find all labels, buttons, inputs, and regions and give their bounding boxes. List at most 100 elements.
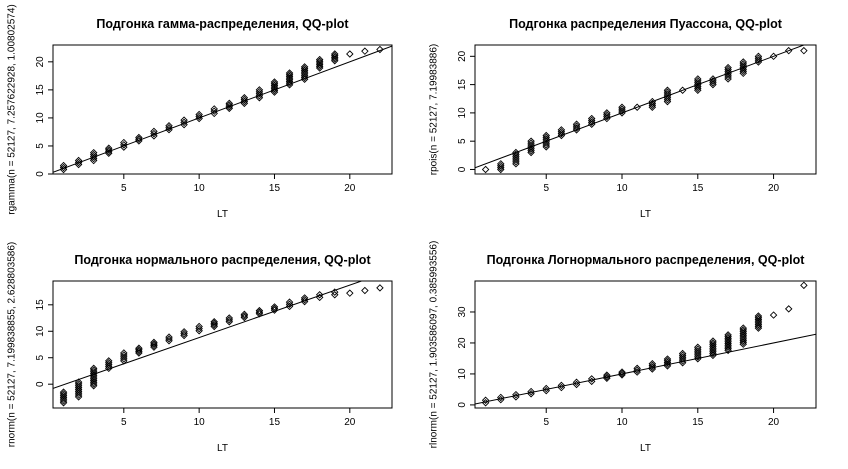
data-point: [74, 156, 83, 165]
x-tick-label: 5: [543, 417, 549, 428]
data-point: [59, 161, 68, 170]
data-point: [648, 97, 657, 106]
data-point: [587, 114, 596, 123]
data-point: [120, 138, 128, 147]
data-point: [557, 126, 566, 134]
y-axis-label: rgamma(n = 52127, 7.257622928, 1.0080257…: [7, 4, 18, 214]
y-tick-label: 0: [457, 166, 468, 172]
chart-title: Подгонка Логнормального распределения, Q…: [487, 253, 806, 267]
data-point: [300, 294, 309, 302]
data-point: [315, 55, 324, 64]
data-point: [497, 160, 505, 168]
data-point: [135, 344, 143, 352]
data-point: [633, 103, 641, 111]
x-tick-label: 10: [616, 183, 628, 194]
data-point: [255, 86, 264, 94]
y-tick-label: 0: [35, 381, 46, 387]
data-point: [497, 163, 505, 172]
data-point: [361, 47, 369, 55]
x-tick-label: 10: [194, 183, 206, 194]
y-tick-label: 10: [457, 368, 468, 380]
data-point: [709, 78, 717, 87]
data-point: [739, 324, 747, 332]
data-point: [195, 324, 203, 333]
data-point: [361, 286, 369, 295]
data-point: [648, 359, 657, 368]
x-tick-label: 5: [543, 183, 549, 194]
data-point: [633, 364, 641, 373]
data-point: [572, 120, 581, 128]
data-point: [754, 312, 763, 320]
data-point: [709, 337, 717, 345]
y-tick-label: 20: [457, 50, 468, 62]
x-tick-label: 10: [616, 417, 628, 428]
data-point: [346, 289, 354, 297]
data-point: [376, 284, 384, 292]
data-point: [724, 63, 732, 72]
data-point: [285, 69, 294, 77]
data-point: [89, 148, 98, 157]
data-point: [300, 63, 309, 71]
data-point: [512, 148, 520, 157]
x-tick-label: 20: [768, 417, 780, 428]
data-point: [195, 110, 203, 119]
data-point: [497, 393, 505, 402]
plot-frame: [474, 280, 817, 409]
data-point: [724, 331, 732, 339]
data-point: [285, 298, 294, 306]
y-tick-label: 0: [35, 171, 46, 177]
y-axis-label: rnorm(n = 52127, 7.199838855, 2.62880358…: [7, 242, 18, 447]
data-point: [240, 310, 249, 319]
data-point: [769, 311, 778, 319]
data-point: [618, 369, 626, 378]
data-point: [195, 322, 203, 331]
data-point: [603, 111, 611, 119]
data-point: [165, 333, 173, 341]
chart-title: Подгонка гамма-распределения, QQ-plot: [96, 17, 349, 31]
x-tick-label: 5: [121, 183, 127, 194]
data-point: [663, 86, 672, 94]
panel-poisson: Подгонка распределения Пуассона, QQ-plot…: [429, 17, 817, 220]
y-axis-label: rlnorm(n = 52127, 1.903586097, 0.3859935…: [429, 241, 440, 449]
panel-normal: Подгонка нормального распределения, QQ-p…: [7, 242, 393, 454]
data-point: [603, 371, 611, 379]
y-tick-label: 10: [457, 107, 468, 119]
data-point: [180, 328, 188, 336]
y-tick-label: 10: [35, 112, 46, 124]
data-point: [800, 46, 808, 55]
data-point: [694, 75, 702, 83]
y-tick-label: 10: [35, 325, 46, 337]
data-point: [120, 349, 128, 357]
data-point: [572, 122, 581, 130]
data-point: [739, 58, 747, 66]
data-point: [135, 133, 143, 142]
x-tick-label: 20: [768, 183, 780, 194]
data-point: [527, 137, 535, 145]
chart-title: Подгонка распределения Пуассона, QQ-plot: [509, 17, 783, 31]
data-point: [694, 343, 702, 352]
data-point: [572, 378, 581, 387]
x-tick-label: 5: [121, 417, 127, 428]
data-point: [481, 396, 490, 404]
data-point: [618, 371, 626, 379]
x-tick-label: 15: [692, 183, 704, 194]
x-tick-label: 20: [344, 183, 356, 194]
x-axis-label: LT: [640, 209, 651, 220]
x-axis-label: LT: [217, 209, 228, 220]
data-point: [180, 116, 188, 124]
x-tick-label: 15: [269, 183, 281, 194]
data-point: [120, 351, 128, 359]
data-point: [331, 288, 339, 296]
qq-reference-line: [475, 333, 816, 405]
data-point: [618, 105, 626, 113]
y-tick-label: 5: [35, 355, 46, 361]
data-point: [150, 338, 158, 347]
data-point: [557, 128, 566, 136]
data-point: [618, 368, 626, 376]
data-point: [709, 75, 717, 83]
chart-title: Подгонка нормального распределения, QQ-p…: [74, 253, 371, 267]
data-point: [89, 364, 98, 373]
y-tick-label: 15: [35, 84, 46, 96]
x-tick-label: 10: [194, 417, 206, 428]
qq-reference-line: [53, 281, 364, 389]
